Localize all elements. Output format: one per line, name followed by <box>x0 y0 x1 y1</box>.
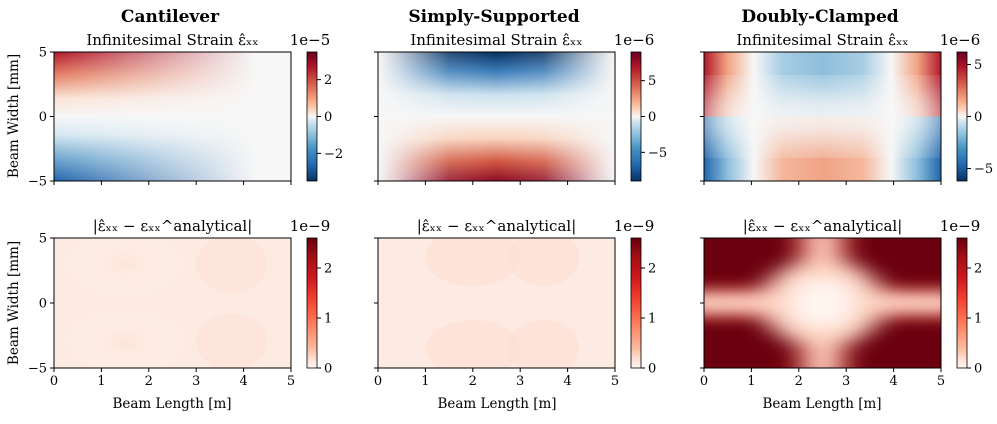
colorbar <box>956 237 968 369</box>
x-tick-label: 3 <box>516 374 524 389</box>
colorbar-tick-label: −2 <box>324 147 343 162</box>
colorbar-tick-label: −5 <box>648 146 667 161</box>
colorbar-tick-label: 2 <box>324 262 332 277</box>
panel-title: Infinitesimal Strain ε̂ₓₓ <box>86 31 258 49</box>
column-title-doubly-clamped: Doubly-Clamped <box>741 7 898 27</box>
y-axis-label: Beam Width [mm] <box>6 241 22 365</box>
x-tick-label: 4 <box>239 374 247 389</box>
x-tick-label: 4 <box>889 374 897 389</box>
panel-title: |ε̂ₓₓ − εₓₓ^analytical| <box>93 217 253 235</box>
x-tick-label: 1 <box>97 374 105 389</box>
colorbar-tick-label: 1 <box>648 312 656 327</box>
colorbar-tick-label: 1 <box>324 312 332 327</box>
panel-title: Infinitesimal Strain ε̂ₓₓ <box>410 31 582 49</box>
colorbar-tick-label: 0 <box>324 110 332 125</box>
panel-title: |ε̂ₓₓ − εₓₓ^analytical| <box>417 217 577 235</box>
column-title-cantilever: Cantilever <box>121 7 220 27</box>
x-tick-label: 1 <box>421 374 429 389</box>
x-tick-label: 1 <box>747 374 755 389</box>
colorbar-tick-label: 0 <box>974 362 982 377</box>
colorbar-tick-label: 2 <box>324 73 332 88</box>
heatmap-field <box>378 52 615 181</box>
colorbar-tick-label: 2 <box>648 262 656 277</box>
x-tick-label: 5 <box>287 374 295 389</box>
y-tick-label: −5 <box>28 175 47 190</box>
panel-doubly-clamped-strain: Infinitesimal Strain ε̂ₓₓ 1e−6 5 0 −5 <box>700 31 993 185</box>
colorbar-scale-label: 1e−6 <box>940 31 981 49</box>
colorbar-scale-label: 1e−5 <box>290 31 331 49</box>
colorbar-tick-label: 0 <box>648 110 656 125</box>
x-tick-label: 4 <box>563 374 571 389</box>
y-tick-label: 5 <box>39 46 47 61</box>
panel-title: |ε̂ₓₓ − εₓₓ^analytical| <box>743 217 903 235</box>
colorbar-tick-label: 5 <box>974 58 982 73</box>
x-tick-label: 3 <box>192 374 200 389</box>
x-tick-label: 0 <box>50 374 58 389</box>
panel-simply-supported-strain: Infinitesimal Strain ε̂ₓₓ 1e−6 5 0 −5 <box>374 31 667 185</box>
colorbar-tick-label: 2 <box>974 262 982 277</box>
y-axis-label: Beam Width [mm] <box>6 54 22 178</box>
colorbar-scale-label: 1e−9 <box>290 217 331 235</box>
heatmap-field <box>704 238 941 368</box>
x-tick-label: 3 <box>842 374 850 389</box>
colorbar-scale-label: 1e−9 <box>614 217 655 235</box>
x-tick-label: 0 <box>700 374 708 389</box>
colorbar-tick-label: 0 <box>324 362 332 377</box>
colorbar <box>630 237 642 369</box>
panel-doubly-clamped-error: |ε̂ₓₓ − εₓₓ^analytical| 0 1 2 3 4 5 1e−9 2 1 0 <box>700 217 982 389</box>
y-tick-label: 0 <box>39 110 47 125</box>
heatmap-field <box>54 238 291 368</box>
x-axis-label: Beam Length [m] <box>112 396 231 412</box>
x-axis-label: Beam Length [m] <box>762 396 881 412</box>
heatmap-field <box>378 238 615 368</box>
colorbar-scale-label: 1e−9 <box>940 217 981 235</box>
x-tick-label: 5 <box>611 374 619 389</box>
colorbar <box>956 51 968 182</box>
colorbar-scale-label: 1e−6 <box>614 31 655 49</box>
panel-title: Infinitesimal Strain ε̂ₓₓ <box>736 31 908 49</box>
x-tick-label: 0 <box>374 374 382 389</box>
panel-simply-supported-error: |ε̂ₓₓ − εₓₓ^analytical| 0 1 2 3 4 5 1e−9 2 1 0 <box>374 217 656 389</box>
y-tick-label: 5 <box>39 232 47 247</box>
colorbar-tick-label: 5 <box>648 74 656 89</box>
y-tick-label: −5 <box>28 362 47 377</box>
colorbar-tick-label: 0 <box>974 110 982 125</box>
y-tick-label: 0 <box>39 297 47 312</box>
panel-cantilever-strain: Infinitesimal Strain ε̂ₓₓ −5 0 5 1e−5 −2 0 2 <box>28 31 343 190</box>
colorbar <box>630 51 642 182</box>
heatmap-field <box>54 52 291 181</box>
colorbar <box>306 51 318 182</box>
colorbar-tick-label: 0 <box>648 362 656 377</box>
colorbar <box>306 237 318 369</box>
x-axis-label: Beam Length [m] <box>437 396 556 412</box>
colorbar-tick-label: −5 <box>974 162 993 177</box>
colorbar-tick-label: 1 <box>974 312 982 327</box>
heatmap-field <box>704 52 941 181</box>
x-tick-label: 2 <box>145 374 153 389</box>
x-tick-label: 2 <box>469 374 477 389</box>
column-title-simply-supported: Simply-Supported <box>408 7 579 27</box>
x-tick-label: 2 <box>795 374 803 389</box>
x-tick-label: 5 <box>937 374 945 389</box>
